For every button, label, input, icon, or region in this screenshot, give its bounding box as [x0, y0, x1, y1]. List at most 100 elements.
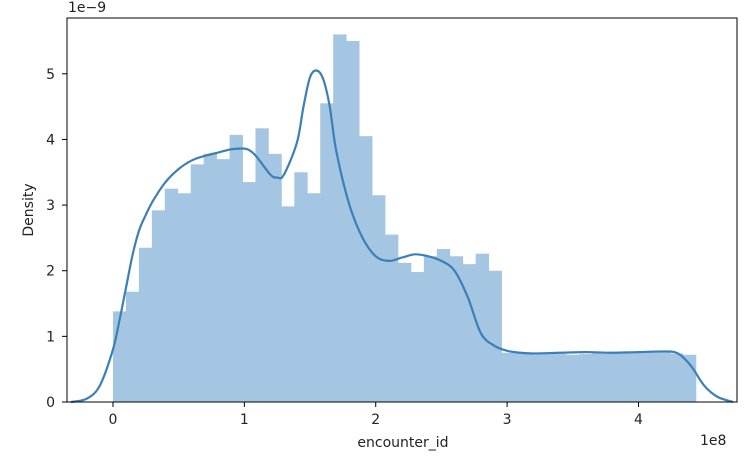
histogram-bar	[365, 136, 373, 402]
histogram-bar	[501, 352, 509, 402]
histogram-bar	[255, 128, 263, 402]
x-tick-label: 0	[109, 412, 118, 428]
histogram-bar	[657, 351, 664, 402]
histogram-bar	[210, 153, 218, 402]
histogram-bar	[216, 159, 224, 402]
histogram-bar	[326, 103, 334, 402]
y-axis-label: Density	[21, 183, 37, 236]
y-tick-label: 3	[46, 198, 55, 214]
histogram-bar	[190, 164, 198, 402]
histogram-bar	[229, 134, 237, 402]
x-axis-label: encounter_id	[357, 435, 448, 451]
x-tick-label: 2	[371, 412, 380, 428]
y-tick-label: 0	[46, 395, 55, 411]
histogram-bar	[287, 206, 295, 402]
histogram-bar	[449, 256, 457, 402]
histogram-bar	[669, 353, 677, 402]
histogram-bar	[566, 354, 574, 402]
histogram-bar	[223, 159, 230, 402]
histogram-bar	[631, 352, 638, 402]
x-tick-label: 3	[503, 412, 512, 428]
x-tick-label: 1	[240, 412, 249, 428]
histogram-bar	[281, 206, 289, 402]
histogram-bar	[611, 352, 619, 402]
histogram-bar	[456, 256, 464, 402]
histogram-bar	[533, 353, 541, 402]
histogram-bar	[145, 247, 153, 402]
histogram-bar	[462, 264, 470, 402]
histogram-bar	[430, 256, 438, 402]
histogram-bar	[644, 352, 651, 402]
histogram-bar	[682, 354, 690, 402]
histogram-bar	[624, 352, 632, 402]
histogram-bar	[469, 264, 477, 402]
histogram-bar	[385, 234, 392, 402]
histogram-bar	[203, 153, 211, 402]
histogram-bar	[307, 193, 315, 402]
histogram-bar	[676, 353, 684, 402]
histogram-bar	[436, 249, 444, 402]
histogram-bar	[333, 34, 341, 402]
histogram-bar	[164, 188, 172, 402]
histogram-bar	[151, 210, 159, 402]
histogram-bar	[598, 352, 606, 402]
histogram-bar	[579, 354, 587, 402]
histogram-bar	[268, 153, 276, 402]
histogram-bar	[417, 272, 425, 402]
x-offset-label: 1e8	[700, 433, 726, 449]
histogram-bar	[553, 354, 561, 402]
histogram-bar	[592, 352, 600, 402]
histogram-bar	[650, 352, 658, 402]
histogram-bar	[138, 247, 146, 402]
histogram-bar	[320, 103, 328, 402]
histogram-bar	[605, 352, 613, 402]
histogram-bar	[663, 351, 671, 402]
histogram-bar	[423, 256, 431, 402]
histogram-bar	[546, 353, 554, 402]
histogram-bar	[618, 352, 626, 402]
histogram-bar	[300, 172, 308, 402]
histogram-bar	[443, 249, 451, 402]
histogram-bar	[125, 291, 133, 402]
histogram-bar	[261, 128, 269, 402]
histogram-bar	[197, 164, 205, 402]
histogram-bar	[248, 182, 256, 402]
plot-frame	[66, 17, 738, 403]
x-axis-ticks: 0 1 2 3 4	[109, 402, 643, 428]
histogram-bar	[585, 354, 593, 402]
y-offset-label: 1e−9	[68, 0, 106, 16]
kde-curve	[70, 69, 734, 404]
histogram-bar	[397, 262, 405, 402]
histogram-bar	[559, 354, 567, 402]
histogram-bar	[274, 153, 282, 402]
histogram-bar	[488, 270, 496, 402]
histogram-bar	[378, 195, 386, 402]
y-tick-label: 4	[46, 132, 55, 148]
x-tick-label: 4	[634, 412, 643, 428]
histogram-bar	[391, 234, 399, 402]
histogram-bar	[527, 353, 535, 402]
y-axis-ticks: 0 1 2 3 4 5	[46, 67, 67, 411]
histogram-bar	[514, 353, 522, 402]
histogram-bar	[495, 270, 502, 402]
histogram-bar	[689, 354, 697, 402]
histogram-bars	[112, 34, 697, 402]
histogram-bar	[119, 311, 127, 402]
histogram-bar	[521, 353, 528, 402]
histogram-bar	[572, 354, 580, 402]
histogram-bar	[313, 193, 321, 402]
histogram-bar	[482, 253, 490, 402]
histogram-bar	[242, 182, 250, 402]
histogram-bar	[236, 134, 243, 402]
histogram-bar	[158, 210, 166, 402]
histogram-bar	[410, 272, 418, 402]
y-tick-label: 1	[46, 329, 55, 345]
histogram-bar	[112, 311, 120, 402]
histogram-bar	[132, 291, 140, 402]
histogram-bar	[404, 262, 412, 402]
histogram-bar	[184, 193, 192, 402]
histogram-bar	[346, 40, 354, 402]
histogram-bar	[359, 136, 366, 402]
y-tick-label: 5	[46, 67, 55, 83]
